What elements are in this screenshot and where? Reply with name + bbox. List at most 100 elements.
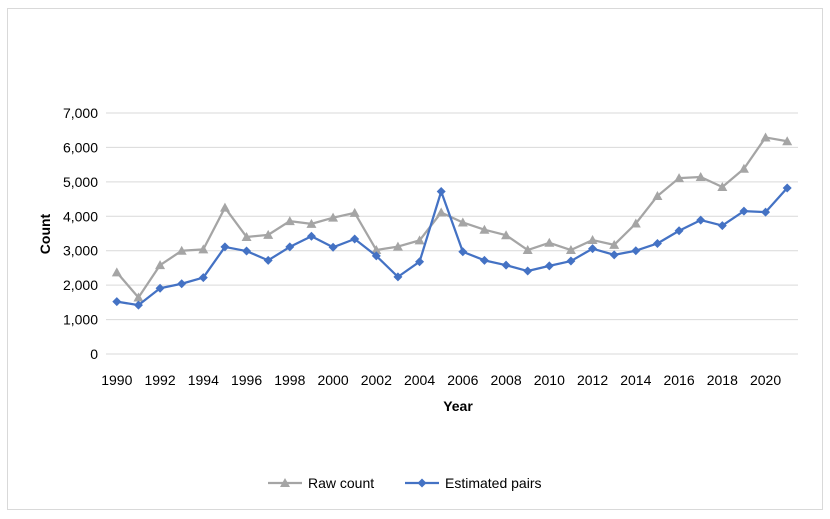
data-point <box>133 292 144 302</box>
data-point <box>479 255 489 265</box>
data-point <box>306 231 316 241</box>
y-axis-title: Count <box>37 213 53 254</box>
legend-label: Raw count <box>308 475 374 491</box>
data-point <box>522 245 533 255</box>
series-group <box>111 132 793 310</box>
data-point <box>588 244 598 254</box>
data-point <box>284 216 295 226</box>
data-point <box>695 172 706 182</box>
data-point <box>544 261 554 271</box>
x-axis-title: Year <box>443 398 473 414</box>
data-point <box>782 136 793 146</box>
data-point <box>133 300 143 310</box>
data-point <box>263 229 274 239</box>
data-point <box>328 242 338 252</box>
y-tick-label: 2,000 <box>63 277 98 293</box>
data-point <box>112 297 122 307</box>
x-tick-label: 2020 <box>750 372 781 388</box>
series-estimated-pairs <box>112 183 792 310</box>
data-point <box>219 202 230 212</box>
data-point <box>501 230 512 240</box>
data-point <box>457 217 468 227</box>
data-point <box>544 237 555 247</box>
y-tick-label: 6,000 <box>63 139 98 155</box>
x-tick-label: 1992 <box>144 372 175 388</box>
data-point <box>501 260 511 270</box>
data-point <box>696 215 706 225</box>
grid-lines <box>106 112 798 355</box>
legend-marker <box>280 478 290 487</box>
legend: Raw count Estimated pairs <box>268 475 541 491</box>
data-point <box>739 206 749 216</box>
data-point <box>436 207 447 217</box>
data-point <box>738 163 749 173</box>
x-tick-label: 1990 <box>101 372 132 388</box>
data-point <box>155 283 165 293</box>
x-tick-label: 2004 <box>404 372 435 388</box>
y-tick-label: 5,000 <box>63 174 98 190</box>
x-tick-label: 2008 <box>490 372 521 388</box>
data-point <box>523 266 533 276</box>
data-point <box>760 132 771 142</box>
x-tick-label: 2014 <box>620 372 651 388</box>
x-tick-label: 2016 <box>663 372 694 388</box>
data-point <box>393 272 403 282</box>
data-point <box>717 182 728 192</box>
data-point <box>565 245 576 255</box>
y-tick-label: 1,000 <box>63 312 98 328</box>
x-tick-label: 1994 <box>188 372 219 388</box>
data-point <box>155 260 166 270</box>
data-point <box>371 245 382 255</box>
data-point <box>285 242 295 252</box>
data-point <box>458 247 468 257</box>
x-tick-label: 2012 <box>577 372 608 388</box>
data-point <box>198 244 209 254</box>
legend-item: Estimated pairs <box>405 475 541 491</box>
data-point <box>306 218 317 228</box>
data-point <box>198 273 208 283</box>
data-point <box>782 183 792 193</box>
data-point <box>328 212 339 222</box>
data-point <box>631 246 641 256</box>
data-point <box>414 235 425 245</box>
chart-frame <box>7 8 823 510</box>
data-point <box>609 250 619 260</box>
data-point <box>392 241 403 251</box>
data-point <box>587 235 598 245</box>
data-point <box>263 255 273 265</box>
legend-item: Raw count <box>268 475 374 491</box>
data-point <box>111 267 122 277</box>
legend-label: Estimated pairs <box>445 475 541 491</box>
data-point <box>176 245 187 255</box>
series-raw-count <box>111 132 793 302</box>
series-line <box>115 136 788 299</box>
x-tick-label: 2006 <box>447 372 478 388</box>
x-tick-label: 1996 <box>231 372 262 388</box>
data-point <box>350 234 360 244</box>
data-point <box>349 207 360 217</box>
y-tick-labels: 0 1,000 2,000 3,000 4,000 5,000 6,000 7,000 <box>63 105 98 362</box>
data-point <box>566 256 576 266</box>
data-point <box>652 238 662 248</box>
x-tick-label: 2000 <box>317 372 348 388</box>
x-tick-label: 2010 <box>534 372 565 388</box>
data-point <box>674 226 684 236</box>
x-tick-labels: 1990 1992 1994 1996 1998 2000 2002 2004 2006 2008… <box>101 372 781 388</box>
y-tick-label: 4,000 <box>63 208 98 224</box>
data-point <box>674 173 685 183</box>
x-tick-label: 2018 <box>707 372 738 388</box>
data-point <box>479 224 490 234</box>
data-point <box>242 246 252 256</box>
y-tick-label: 3,000 <box>63 243 98 259</box>
data-point <box>717 221 727 231</box>
data-point <box>241 231 252 241</box>
x-tick-label: 1998 <box>274 372 305 388</box>
data-point <box>652 190 663 200</box>
y-tick-label: 7,000 <box>63 105 98 121</box>
data-point <box>415 257 425 267</box>
series-line <box>116 187 789 307</box>
x-tick-label: 2002 <box>361 372 392 388</box>
data-point <box>761 207 771 217</box>
data-point <box>177 279 187 289</box>
